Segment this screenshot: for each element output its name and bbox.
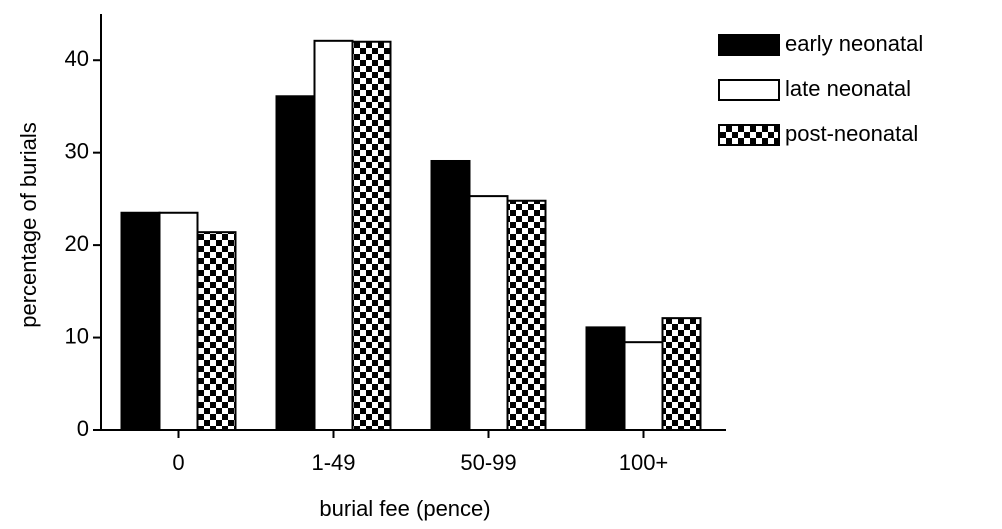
bar <box>196 231 237 431</box>
y-tick-label: 40 <box>65 46 89 71</box>
bar <box>585 326 626 431</box>
y-tick-label: 30 <box>65 138 89 163</box>
x-tick-label: 50-99 <box>460 450 516 475</box>
bar <box>430 159 471 431</box>
legend-swatch <box>718 79 780 101</box>
y-tick-label: 10 <box>65 323 89 348</box>
x-tick-label: 100+ <box>619 450 669 475</box>
bar <box>623 341 664 431</box>
legend-label: late neonatal <box>785 76 911 101</box>
bar <box>158 211 199 431</box>
legend-swatch <box>718 124 780 146</box>
y-tick-label: 20 <box>65 231 89 256</box>
y-tick-label: 0 <box>77 416 89 441</box>
x-tick-label: 1-49 <box>311 450 355 475</box>
bar <box>313 39 354 431</box>
bar <box>506 199 547 431</box>
legend-label: early neonatal <box>785 31 923 56</box>
bar <box>351 40 392 431</box>
bar <box>120 211 161 431</box>
legend-label: post-neonatal <box>785 121 918 146</box>
bar <box>275 95 316 432</box>
legend-swatch <box>718 34 780 56</box>
x-axis-label: burial fee (pence) <box>319 496 490 521</box>
x-tick-label: 0 <box>172 450 184 475</box>
bar <box>468 195 509 431</box>
y-axis-label: percentage of burials <box>16 122 41 327</box>
bar <box>661 317 702 431</box>
